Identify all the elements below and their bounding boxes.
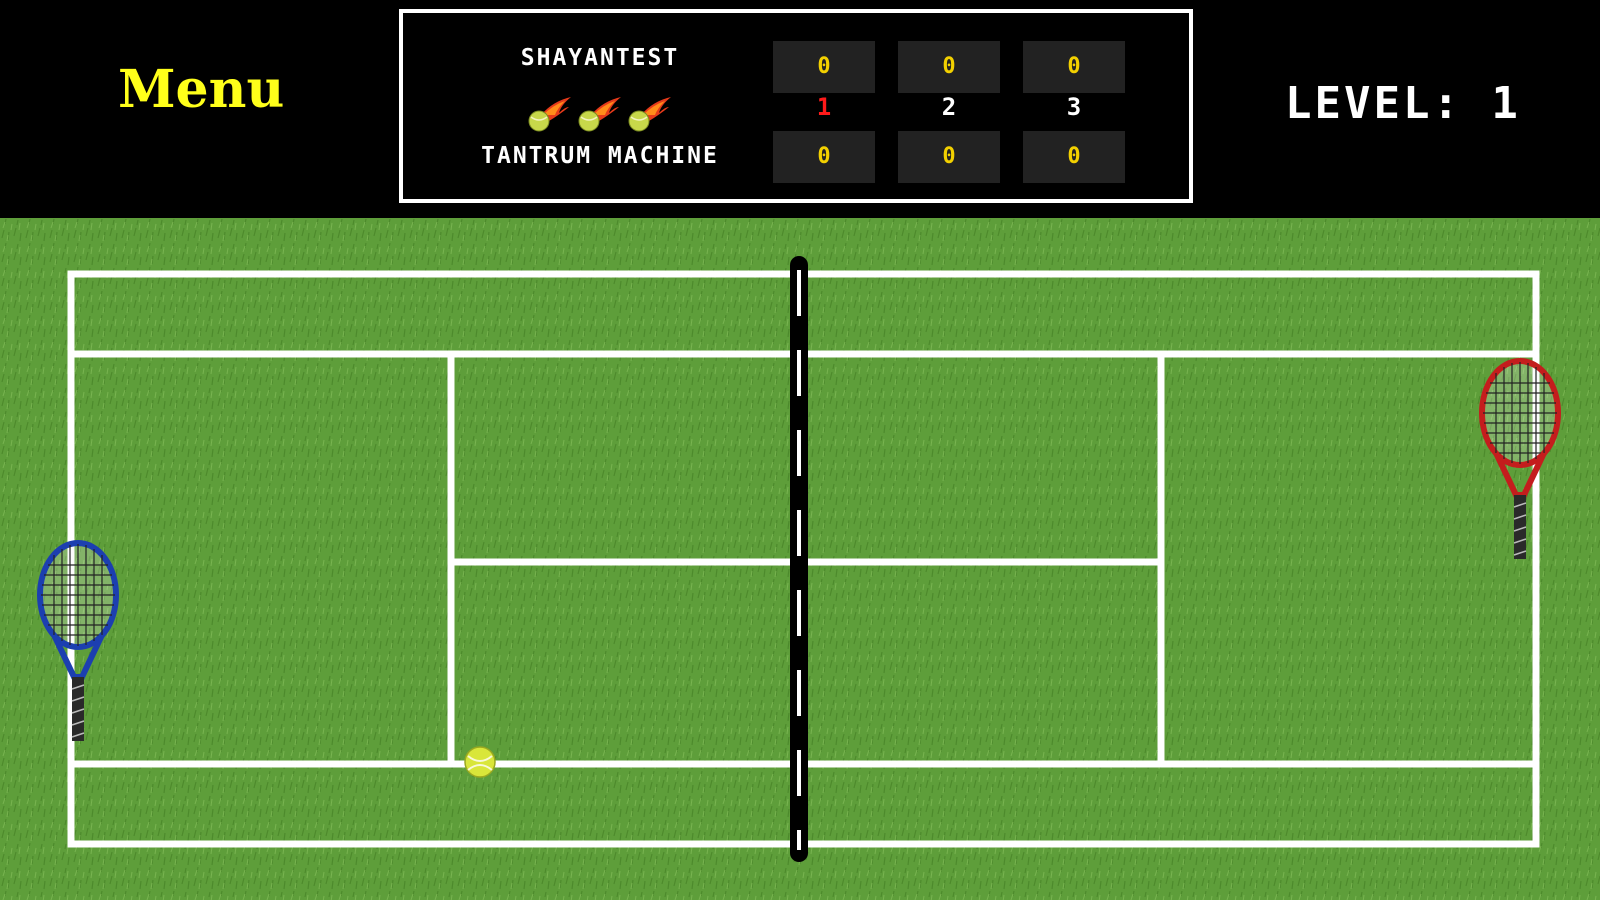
set-label-1: 1	[816, 93, 832, 121]
opponent-racket	[1479, 358, 1561, 559]
player2-set2-games: 0	[898, 131, 1000, 183]
set-label-2: 2	[941, 93, 957, 121]
flaming-tennis-ball-icon	[628, 97, 671, 132]
net	[790, 256, 808, 862]
player1-set1-games: 0	[773, 41, 875, 93]
serve-balls	[523, 93, 683, 133]
player-racket[interactable]	[37, 540, 119, 741]
flaming-tennis-ball-icon	[578, 97, 621, 132]
player1-name: SHAYANTEST	[520, 45, 680, 71]
player1-set2-games: 0	[898, 41, 1000, 93]
menu-button[interactable]: Menu	[118, 59, 285, 120]
set-label-3: 3	[1066, 93, 1082, 121]
tennis-court	[0, 218, 1600, 900]
level-indicator: LEVEL: 1	[1285, 78, 1521, 129]
scoreboard: SHAYANTEST	[399, 9, 1193, 203]
player2-name: TANTRUM MACHINE	[481, 143, 719, 169]
tennis-ball-icon	[464, 746, 496, 778]
player1-set3-games: 0	[1023, 41, 1125, 93]
player2-set1-games: 0	[773, 131, 875, 183]
player2-set3-games: 0	[1023, 131, 1125, 183]
flaming-tennis-ball-icon	[528, 97, 571, 132]
top-bar: Menu SHAYANTEST	[0, 0, 1600, 218]
